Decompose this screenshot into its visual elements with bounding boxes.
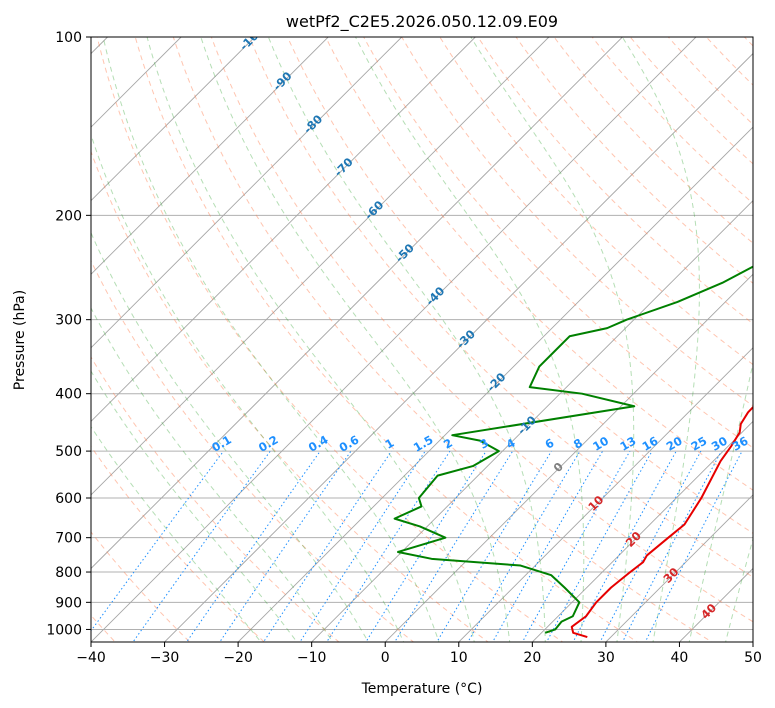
mixing-ratio-label: 13 xyxy=(618,434,639,454)
mixing-ratio-label: 25 xyxy=(688,434,709,454)
moist-adiabat-line xyxy=(355,37,585,642)
dry-adiabat-line xyxy=(248,37,753,578)
isotherm-line xyxy=(384,273,753,642)
y-tick-label: 700 xyxy=(55,531,82,547)
dry-adiabat-line xyxy=(210,37,753,623)
mixing-ratio-line xyxy=(644,450,743,642)
isotherm-line xyxy=(91,37,550,496)
isotherm-line xyxy=(237,126,753,642)
mixing-ratio-line xyxy=(326,450,451,642)
moist-adiabat-line xyxy=(470,37,635,642)
axes: −40 −30 −20 −10 0 10 20 30 40 50 100 200 300 400 500 60… xyxy=(46,30,762,666)
y-tick-label: 1000 xyxy=(46,622,82,638)
moist-adiabat-line xyxy=(146,37,475,642)
isotherm-line xyxy=(91,37,403,349)
chart-title: wetPf2_C2E5.2026.050.12.09.E09 xyxy=(286,12,558,32)
isotherm-line xyxy=(91,37,623,570)
y-tick-label: 500 xyxy=(55,444,82,460)
dry-adiabat-line xyxy=(96,37,564,642)
y-tick-label: 600 xyxy=(55,491,82,507)
x-axis-label: Temperature (°C) xyxy=(361,681,483,697)
y-tick-label: 300 xyxy=(55,313,82,329)
x-tick-label: 30 xyxy=(597,650,615,666)
mixing-ratio-line xyxy=(219,450,352,642)
y-tick-label: 400 xyxy=(55,387,82,403)
isotherm-line xyxy=(605,494,753,642)
mixing-ratio-line xyxy=(262,450,392,642)
x-tick-label: 50 xyxy=(744,650,762,666)
isotherm-line xyxy=(458,347,753,642)
mixing-ratio-line xyxy=(492,450,604,642)
isotherm-line xyxy=(91,37,697,642)
dry-adiabat-line xyxy=(591,37,753,205)
moist-adiabat-line xyxy=(91,370,298,642)
dry-adiabat-line xyxy=(363,37,753,449)
dry-adiabat-line xyxy=(401,37,753,407)
moist-adiabat-line xyxy=(267,37,546,642)
x-tick-label: 20 xyxy=(523,650,541,666)
x-tick-label: 10 xyxy=(450,650,468,666)
mixing-ratio-label: 20 xyxy=(664,434,685,454)
y-axis-label: Pressure (hPa) xyxy=(12,290,28,390)
isotherm-line xyxy=(164,52,753,642)
moist-adiabat-line xyxy=(91,133,405,642)
mixing-ratio-line xyxy=(186,450,321,642)
mixing-ratio-line xyxy=(546,450,653,642)
moist-adiabat-line xyxy=(91,425,262,642)
dry-adiabat-line xyxy=(172,37,713,642)
y-tick-label: 200 xyxy=(55,208,82,224)
dry-adiabat-line xyxy=(477,37,753,325)
dry-adiabat-line xyxy=(553,37,753,244)
x-tick-label: −10 xyxy=(297,650,327,666)
x-tick-label: −30 xyxy=(150,650,180,666)
isotherm-line xyxy=(91,37,255,202)
y-tick-label: 100 xyxy=(55,30,82,46)
dry-adiabat-line xyxy=(439,37,753,366)
y-tick-label: 900 xyxy=(55,595,82,611)
y-tick-label: 800 xyxy=(55,565,82,581)
mixing-ratio-line xyxy=(299,450,426,642)
x-tick-label: 0 xyxy=(381,650,390,666)
dry-adiabat-line xyxy=(91,356,340,642)
dry-adiabat-line xyxy=(515,37,753,284)
mixing-ratio-label: 36 xyxy=(730,434,751,454)
x-tick-label: 40 xyxy=(671,650,689,666)
isotherm-line xyxy=(91,37,476,422)
x-tick-label: −20 xyxy=(223,650,253,666)
dry-adiabat-line xyxy=(286,37,753,534)
dewpoint-profile-line xyxy=(393,265,753,634)
mixing-ratio-line xyxy=(467,450,581,642)
isotherm-line xyxy=(311,200,753,642)
plot-frame xyxy=(90,36,754,643)
dry-adiabat-line xyxy=(134,37,639,642)
mixing-ratio-line xyxy=(132,450,271,642)
dry-adiabat-line xyxy=(325,37,753,491)
temperature-profile-line xyxy=(570,405,753,639)
dry-adiabat-line xyxy=(91,259,415,642)
mixing-ratio-label: 10 xyxy=(590,434,611,454)
plot-area xyxy=(91,37,753,642)
mixing-ratio-line xyxy=(436,450,552,642)
isotherm-line xyxy=(532,420,753,642)
x-tick-label: −40 xyxy=(76,650,106,666)
mixing-ratio-label: 16 xyxy=(640,434,661,454)
isotherm-line xyxy=(91,37,329,275)
moist-adiabat-line xyxy=(91,231,369,642)
moist-adiabat-line xyxy=(102,37,440,642)
mixing-ratio-label: 30 xyxy=(709,434,730,454)
